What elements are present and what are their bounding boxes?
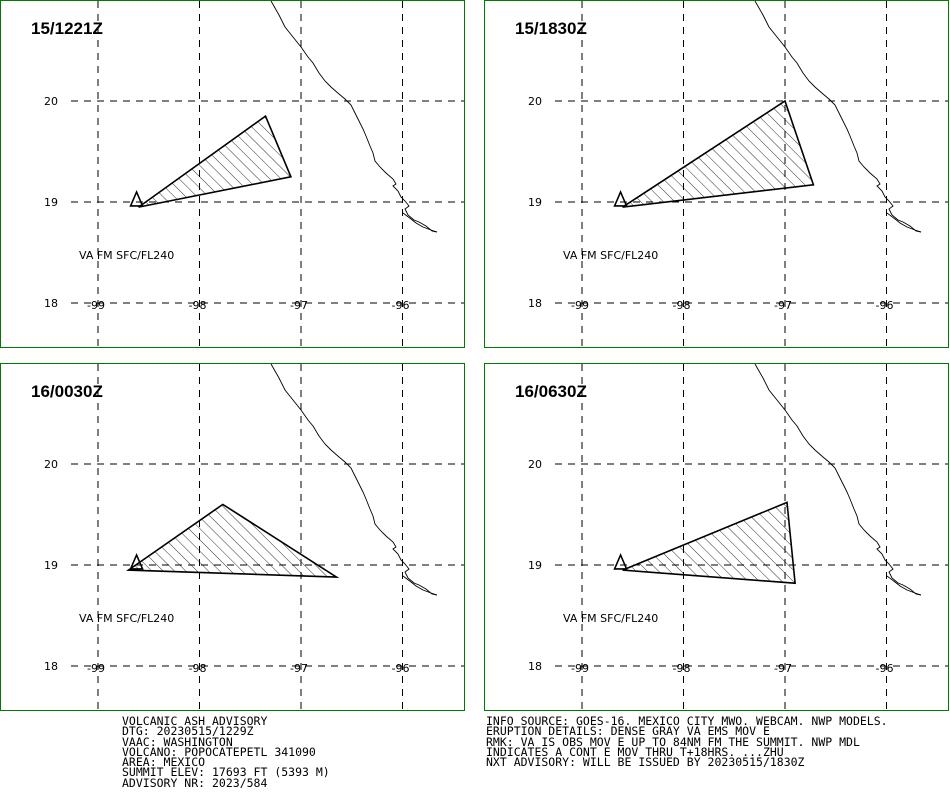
va-layer-label: VA FM SFC/FL240 [79,249,174,262]
ash-cloud-polygon [622,501,796,585]
lon-tick-label: -97 [290,662,308,675]
panel-time-label: 16/0630Z [515,382,587,401]
advisory-next: NXT ADVISORY: WILL BE ISSUED BY 20230515… [486,755,805,770]
advisory-remarks-cont: INDICATES A CONT E MOV THRU T+18HRS. ...… [486,744,784,759]
panel-time-label: 15/1830Z [515,19,587,38]
lat-tick-label: 20 [44,95,58,108]
coastline [270,1,438,233]
forecast-panel-4: 20 19 18 -99 -98 -97 -96 VA FM SFC/FL240 16/063… [484,363,949,711]
advisory-area: AREA: MEXICO [122,755,206,770]
lat-tick-label: 19 [528,196,542,209]
lat-tick-label: 20 [44,458,58,471]
va-layer-label: VA FM SFC/FL240 [563,612,658,625]
lat-tick-label: 18 [528,297,542,310]
advisory-vaac: VAAC: WASHINGTON [122,734,233,749]
coastline-spit [402,575,438,596]
va-layer-label: VA FM SFC/FL240 [79,612,174,625]
lon-tick-label: -98 [673,662,691,675]
advisory-info-source: INFO SOURCE: GOES-16. MEXICO CITY MWO. W… [486,714,888,728]
advisory-volcano: VOLCANO: POPOCATEPETL 341090 [122,744,316,759]
forecast-panel-2: 20 19 18 -99 -98 -97 -96 VA FM SFC/FL240 15/183… [484,0,949,348]
lon-tick-label: -98 [673,299,691,312]
forecast-panel-3: 20 19 18 -99 -98 -97 -96 VA FM SFC/FL240 16/003… [0,363,465,711]
advisory-eruption-details: ERUPTION DETAILS: DENSE GRAY VA EMS MOV … [486,724,770,739]
lon-tick-label: -96 [876,299,894,312]
advisory-info-right: INFO SOURCE: GOES-16. MEXICO CITY MWO. W… [486,714,888,770]
lon-tick-label: -96 [876,662,894,675]
lon-tick-label: -97 [774,299,792,312]
advisory-summit-elev: SUMMIT ELEV: 17693 FT (5393 M) [122,765,330,780]
ash-cloud-polygon [138,114,293,208]
coastline-spit [886,212,922,233]
advisory-info-left: VOLCANIC ASH ADVISORY DTG: 20230515/1229… [122,714,330,790]
forecast-panel-1: 20 19 18 -99 -98 -97 -96 VA FM SFC/FL240 15/122… [0,0,465,348]
panel-map-4: 20 19 18 -99 -98 -97 -96 VA FM SFC/FL240 [528,364,948,710]
lat-tick-label: 19 [44,559,58,572]
panel-map-3: 20 19 18 -99 -98 -97 -96 VA FM SFC/FL240 [44,364,464,710]
lon-tick-label: -96 [392,299,410,312]
advisory-remarks: RMK: VA IS OBS MOV E UP TO 84NM FM THE S… [486,734,860,749]
lon-tick-label: -98 [189,299,207,312]
lat-tick-label: 20 [528,95,542,108]
advisory-dtg: DTG: 20230515/1229Z [122,724,254,739]
ash-cloud-polygon [125,503,340,578]
lat-tick-label: 19 [44,196,58,209]
volcano-icon [129,552,144,570]
coastline [754,1,922,233]
lat-tick-label: 19 [528,559,542,572]
lat-tick-label: 18 [44,297,58,310]
advisory-number: ADVISORY NR: 2023/584 [122,775,268,790]
panel-time-label: 16/0030Z [31,382,103,401]
lat-tick-label: 18 [44,660,58,673]
lon-tick-label: -97 [774,662,792,675]
lat-tick-label: 18 [528,660,542,673]
coastline [270,364,438,596]
lon-tick-label: -99 [87,662,105,675]
volcano-icon [613,552,628,570]
coastline-spit [886,575,922,596]
lon-tick-label: -99 [571,299,589,312]
coastline [754,364,922,596]
lon-tick-label: -96 [392,662,410,675]
panel-time-label: 15/1221Z [31,19,103,38]
volcano-icon [129,189,144,207]
volcano-icon [613,189,628,207]
va-layer-label: VA FM SFC/FL240 [563,249,658,262]
panel-map-2: 20 19 18 -99 -98 -97 -96 VA FM SFC/FL240 [528,1,948,347]
coastline-spit [402,212,438,233]
lon-tick-label: -99 [571,662,589,675]
ash-cloud-polygon [622,99,815,208]
panel-map-1: 20 19 18 -99 -98 -97 -96 VA FM SFC/FL240 [44,1,464,347]
lon-tick-label: -99 [87,299,105,312]
lat-tick-label: 20 [528,458,542,471]
lon-tick-label: -98 [189,662,207,675]
advisory-title: VOLCANIC ASH ADVISORY [122,714,268,728]
lon-tick-label: -97 [290,299,308,312]
